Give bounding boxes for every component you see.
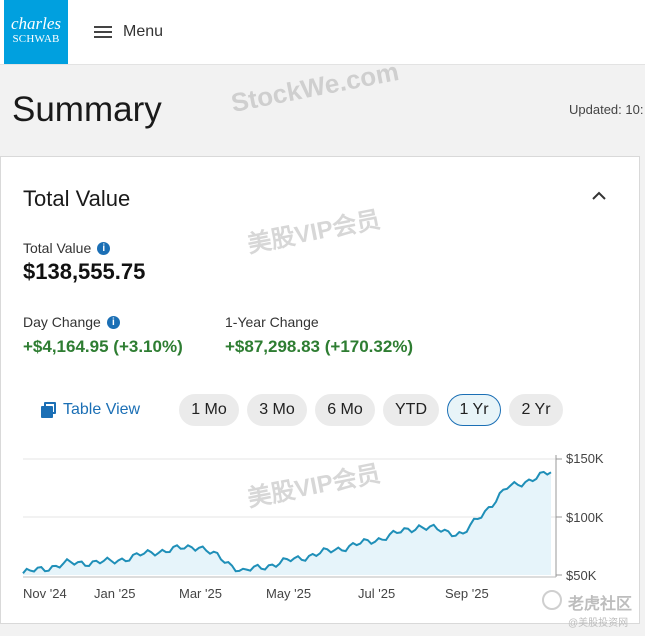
- day-change-label: Day Change: [23, 314, 101, 330]
- menu-label: Menu: [123, 23, 164, 40]
- value-chart: $150K $100K $50K Nov '24 Jan '25 Mar '25…: [22, 451, 604, 601]
- logo-text-line2: SCHWAB: [12, 33, 60, 45]
- day-change-label-row: Day Change i: [23, 314, 120, 330]
- total-value-label-row: Total Value i: [23, 240, 111, 256]
- card-title: Total Value: [23, 186, 131, 211]
- x-tick-label: Jul '25: [358, 586, 395, 601]
- logo-text-line1: charles: [10, 14, 62, 33]
- y-tick-label: $150K: [566, 451, 604, 466]
- year-change-label: 1-Year Change: [225, 314, 319, 330]
- copy-icon: [41, 402, 57, 418]
- year-change-value: +$87,298.83 (+170.32%): [225, 337, 414, 356]
- chevron-up-icon[interactable]: [591, 191, 607, 201]
- schwab-logo[interactable]: charles SCHWAB: [4, 0, 68, 64]
- page-title: Summary: [12, 90, 162, 129]
- info-icon[interactable]: i: [106, 315, 120, 329]
- info-icon[interactable]: i: [97, 241, 111, 255]
- range-button-2yr[interactable]: 2 Yr: [509, 394, 563, 426]
- range-button-1yr[interactable]: 1 Yr: [447, 394, 501, 426]
- table-view-label: Table View: [63, 401, 141, 418]
- range-button-1mo[interactable]: 1 Mo: [179, 394, 239, 426]
- table-view-link[interactable]: Table View: [41, 401, 140, 419]
- menu-button[interactable]: Menu: [94, 20, 163, 44]
- hamburger-icon: [94, 25, 112, 39]
- x-tick-label: May '25: [266, 586, 311, 601]
- time-range-selector: 1 Mo 3 Mo 6 Mo YTD 1 Yr 2 Yr: [179, 394, 571, 426]
- x-ticks: Nov '24 Jan '25 Mar '25 May '25 Jul '25 …: [23, 586, 489, 601]
- updated-timestamp: Updated: 10:: [569, 102, 644, 117]
- y-tick-label: $100K: [566, 510, 604, 525]
- top-bar: charles SCHWAB Menu: [0, 0, 645, 65]
- x-tick-label: Jan '25: [94, 586, 136, 601]
- range-button-ytd[interactable]: YTD: [383, 394, 439, 426]
- x-tick-label: Sep '25: [445, 586, 489, 601]
- total-value-amount: $138,555.75: [23, 259, 146, 284]
- day-change-value: +$4,164.95 (+3.10%): [23, 337, 183, 356]
- total-value-card: Total Value Total Value i $138,555.75 Da…: [0, 156, 640, 624]
- range-button-6mo[interactable]: 6 Mo: [315, 394, 375, 426]
- watermark-text: StockWe.com: [228, 56, 402, 118]
- x-tick-label: Nov '24: [23, 586, 67, 601]
- y-ticks: $150K $100K $50K: [556, 451, 604, 583]
- year-change-label-row: 1-Year Change: [225, 314, 319, 330]
- y-tick-label: $50K: [566, 568, 597, 583]
- gridlines: [23, 458, 556, 518]
- range-button-3mo[interactable]: 3 Mo: [247, 394, 307, 426]
- chart-area: [23, 471, 551, 575]
- total-value-label: Total Value: [23, 240, 92, 256]
- x-tick-label: Mar '25: [179, 586, 222, 601]
- chart-line: [22, 470, 552, 574]
